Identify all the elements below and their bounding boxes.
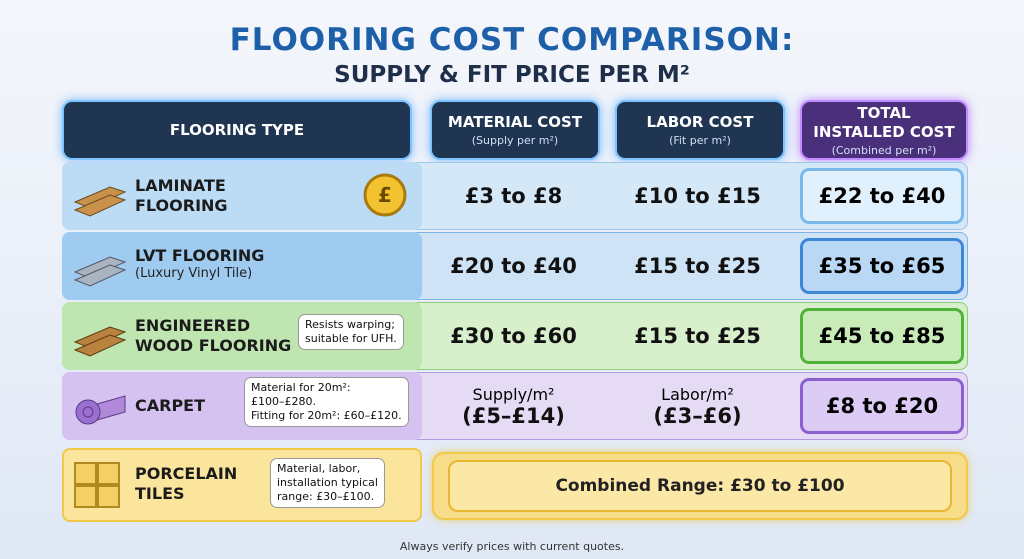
total-value: £45 to £85 [800,308,964,364]
note: Resists warping; suitable for UFH. [298,314,404,350]
labor-value: £15 to £25 [634,324,761,348]
material-value: £30 to £60 [450,324,577,348]
name-line: TILES [135,484,185,503]
note: Material, labor, installation typical rang… [270,458,385,508]
combined-value: Combined Range: £30 to £100 [448,460,952,512]
svg-text:£: £ [378,183,392,207]
laminate-icon [73,186,127,217]
note-line: Material, labor, [277,462,361,475]
header-cell: TOTAL INSTALLED COST (Combined per m²) [800,100,968,160]
total-value: £35 to £65 [800,238,964,294]
type-cell [62,232,422,300]
name-line: WOOD FLOORING [135,336,292,355]
name-line: CARPET [135,396,206,415]
type-cell [62,162,422,230]
tiles-icon [74,462,120,508]
header-title: FLOORING TYPE [169,120,305,139]
header-title: INSTALLED COST [813,122,955,141]
name-line: ENGINEERED [135,316,251,335]
name-line: LVT FLOORING [135,246,265,265]
value-label: Supply/m² [472,384,555,404]
header-cell: LABOR COST (Fit per m²) [615,100,785,160]
material-value: £20 to £40 [450,254,577,278]
type-name: PORCELAIN TILES [135,464,237,504]
total-value: £22 to £40 [800,168,964,224]
labor-value: £10 to £15 [634,184,761,208]
material-value: Supply/m² (£5–£14) [422,372,605,440]
pound-coin-icon: £ [363,173,407,217]
value-range: (£5–£14) [462,403,565,428]
note: Material for 20m²: £100–£280. Fitting for … [244,377,409,427]
material-value: £3 to £8 [464,184,563,208]
type-name: ENGINEERED WOOD FLOORING [135,316,291,356]
carpet-icon [75,395,126,425]
value-range: (£3–£6) [653,403,742,428]
header-title: LABOR COST [646,113,754,131]
type-name: LVT FLOORING (Luxury Vinyl Tile) [135,246,264,281]
note-line: £100–£280. [251,395,316,408]
wood-icon [73,326,127,357]
note-line: suitable for UFH. [305,332,397,345]
name-line: LAMINATE [135,176,226,195]
note-line: Resists warping; [305,318,395,331]
title: FLOORING COST COMPARISON: [229,22,795,58]
header-cell: MATERIAL COST (Supply per m²) [430,100,600,160]
type-name: LAMINATE FLOORING [135,176,228,216]
total-value: £8 to £20 [800,378,964,434]
header-note: (Fit per m²) [669,134,731,147]
sub-name: (Luxury Vinyl Tile) [135,266,253,281]
lvt-icon [73,256,127,287]
header-title: TOTAL [857,103,911,122]
header-note: (Supply per m²) [471,134,559,147]
footer: Always verify prices with current quotes… [399,539,625,553]
header-title: MATERIAL COST [447,113,583,131]
labor-value: Labor/m² (£3–£6) [605,372,790,440]
subtitle: SUPPLY & FIT PRICE PER M² [334,62,690,88]
note-line: Fitting for 20m²: £60–£120. [251,409,402,422]
header-note: (Combined per m²) [831,143,937,157]
name-line: PORCELAIN [135,464,238,483]
combined-box: Combined Range: £30 to £100 [432,452,968,520]
note-line: range: £30–£100. [277,490,375,503]
name-line: FLOORING [135,196,228,215]
note-line: installation typical [277,476,378,489]
note-line: Material for 20m²: [251,381,351,394]
header-cell: FLOORING TYPE [62,100,412,160]
value-label: Labor/m² [661,384,734,404]
labor-value: £15 to £25 [634,254,761,278]
type-name: CARPET [135,396,205,416]
